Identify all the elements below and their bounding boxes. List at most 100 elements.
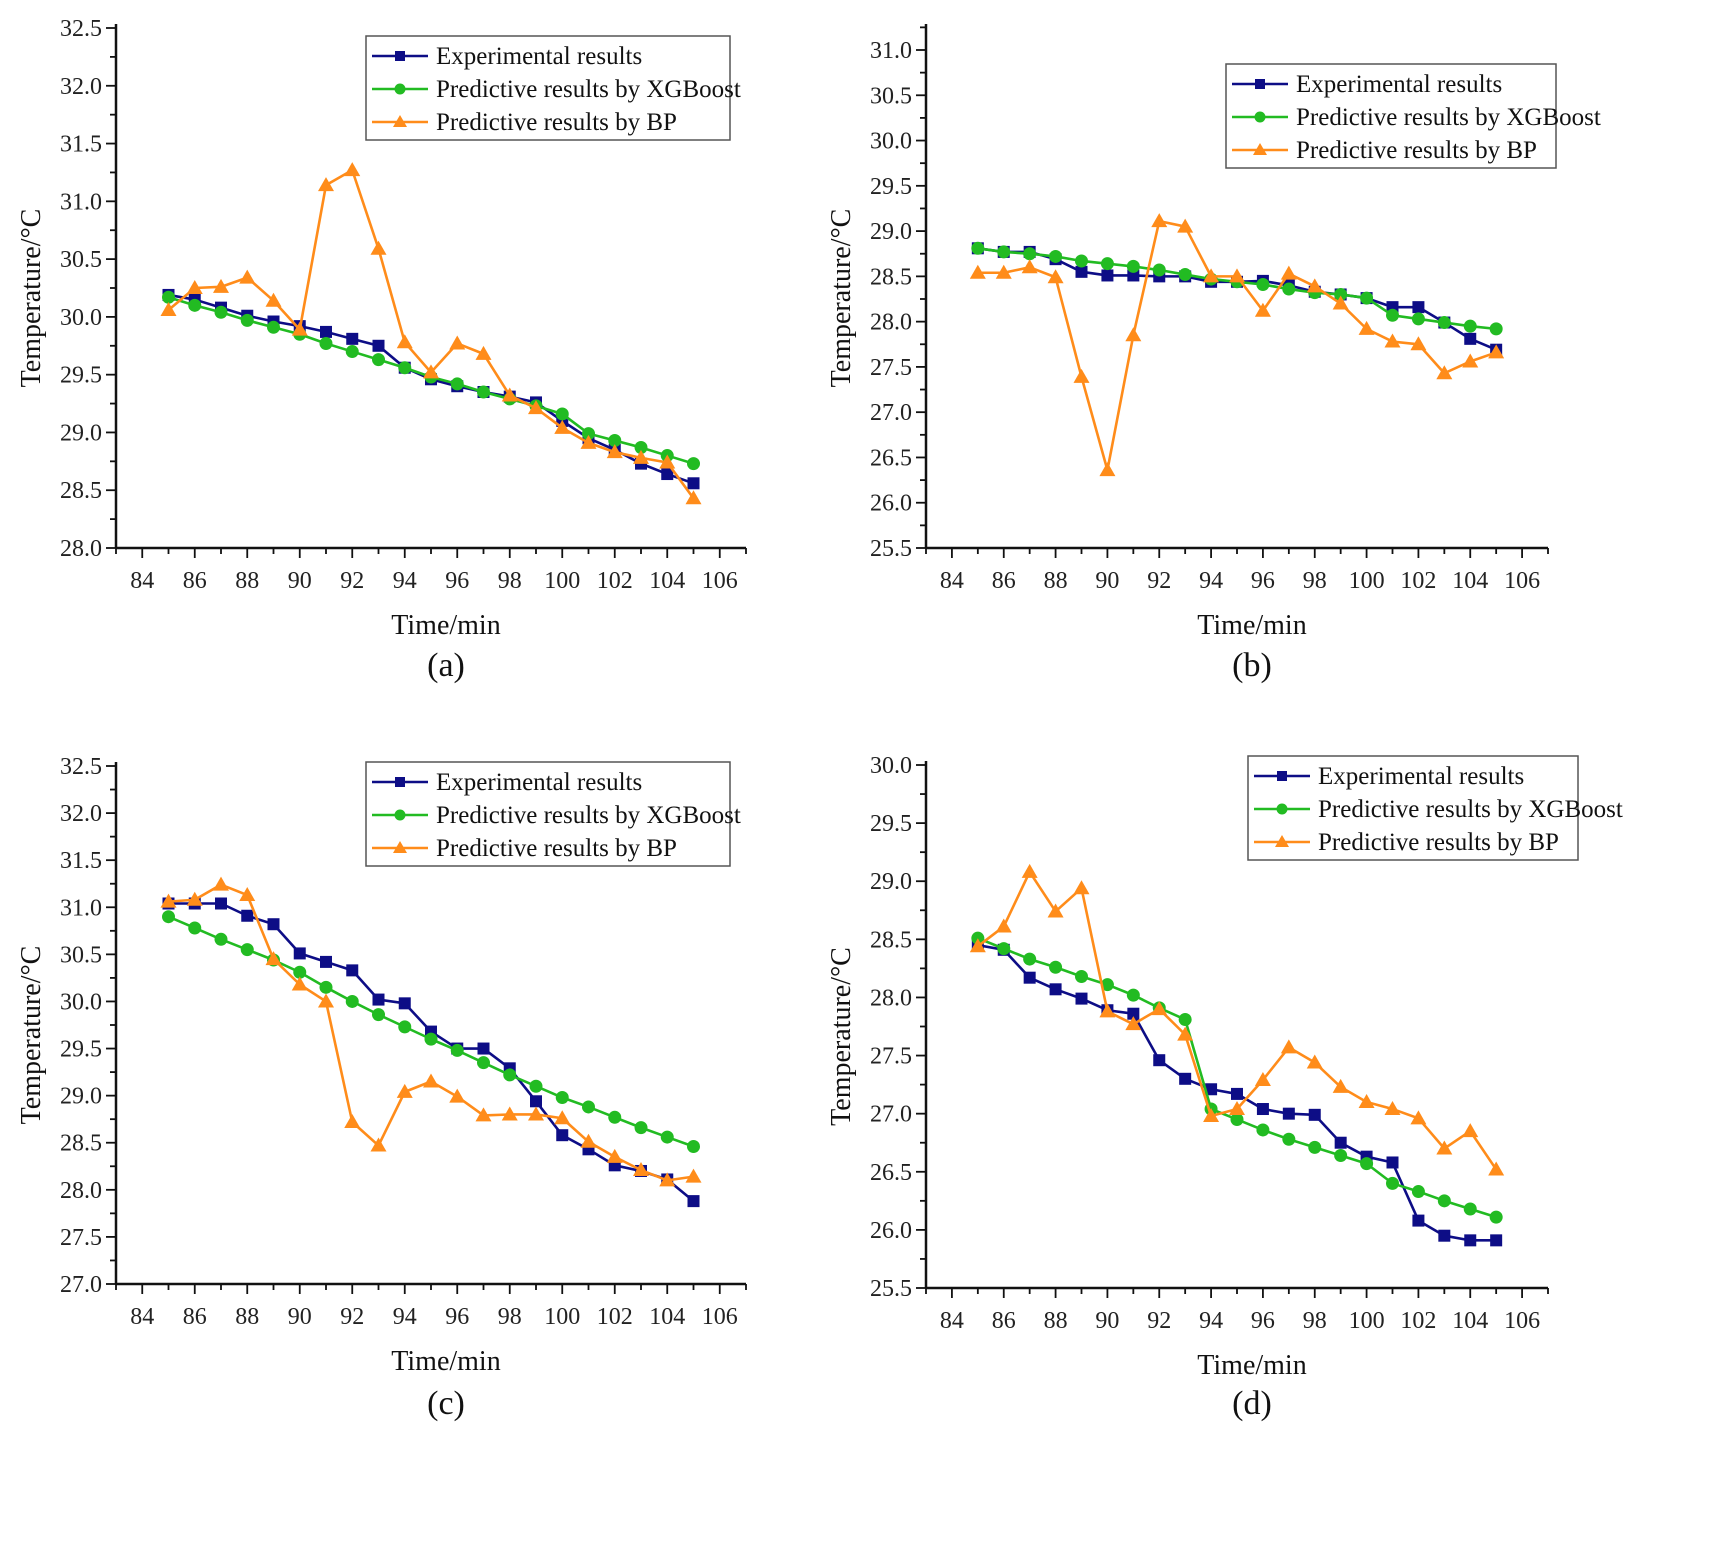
data-point-square — [267, 918, 280, 931]
y-tick-label: 25.5 — [870, 1276, 912, 1302]
data-point-triangle — [475, 345, 492, 360]
data-point-circle — [1230, 1112, 1244, 1126]
data-point-triangle — [606, 1148, 623, 1163]
y-tick-label: 32.0 — [60, 801, 102, 827]
y-tick-label: 30.0 — [60, 305, 102, 331]
y-axis-title: Temperature/°C — [826, 209, 857, 388]
data-point-circle — [608, 1110, 622, 1124]
legend-label: Predictive results by BP — [1318, 829, 1559, 856]
y-tick-label: 29.5 — [60, 1037, 102, 1063]
data-point-triangle — [265, 951, 282, 966]
y-tick-label: 32.5 — [60, 754, 102, 780]
legend-marker-square — [1255, 79, 1265, 89]
legend-label: Predictive results by XGBoost — [436, 802, 741, 829]
x-tick-label: 94 — [393, 568, 417, 594]
y-tick-label: 28.5 — [870, 927, 912, 953]
x-axis-title: Time/min — [1197, 610, 1306, 641]
series-triangle — [160, 162, 702, 505]
data-point-circle — [214, 305, 228, 319]
y-tick-label: 31.0 — [60, 189, 102, 215]
panel-caption: (b) — [1232, 647, 1272, 684]
y-axis-title: Temperature/°C — [16, 946, 47, 1125]
y-tick-label: 28.0 — [870, 985, 912, 1011]
data-point-circle — [1437, 1194, 1451, 1208]
legend-label: Predictive results by BP — [436, 835, 677, 862]
data-point-circle — [634, 1121, 648, 1135]
data-point-triangle — [1358, 1094, 1375, 1109]
data-point-square — [1075, 992, 1088, 1005]
x-tick-label: 88 — [235, 568, 259, 594]
data-point-triangle — [633, 449, 649, 464]
legend-marker-circle — [394, 83, 406, 95]
data-point-circle — [1411, 1185, 1425, 1199]
x-tick-label: 90 — [1095, 568, 1119, 594]
data-point-triangle — [659, 1172, 676, 1187]
y-axis-title: Temperature/°C — [16, 209, 47, 388]
y-tick-label: 29.5 — [870, 174, 912, 200]
data-point-circle — [529, 1079, 543, 1093]
data-point-circle — [503, 1068, 517, 1082]
legend-marker-circle — [394, 809, 406, 821]
series-triangle — [969, 863, 1505, 1176]
y-tick-label: 26.5 — [870, 1160, 912, 1186]
data-point-square — [530, 1095, 542, 1108]
y-tick-label: 28.0 — [60, 1178, 102, 1204]
data-point-circle — [1334, 1149, 1348, 1163]
legend: Experimental results Predictive results b… — [1247, 755, 1623, 861]
data-point-triangle — [1488, 344, 1505, 359]
y-tick-label: 28.5 — [60, 1131, 102, 1157]
data-point-circle — [214, 932, 228, 946]
y-tick-label: 30.0 — [870, 753, 912, 779]
data-point-triangle — [291, 321, 308, 336]
x-tick-label: 106 — [1504, 1308, 1540, 1334]
panel-caption: (d) — [1232, 1385, 1272, 1422]
y-tick-label: 31.5 — [60, 848, 102, 874]
series-circle — [971, 931, 1503, 1224]
data-point-circle — [1126, 988, 1140, 1002]
data-point-triangle — [1229, 1101, 1245, 1116]
data-point-square — [1256, 1103, 1269, 1116]
series-circle — [162, 910, 700, 1153]
x-tick-label: 102 — [1400, 1308, 1436, 1334]
data-point-circle — [1256, 278, 1270, 292]
x-tick-label: 98 — [1303, 1308, 1327, 1334]
data-point-circle — [1075, 970, 1088, 984]
data-point-circle — [1489, 1210, 1503, 1224]
x-tick-label: 94 — [1199, 1308, 1223, 1334]
data-point-triangle — [344, 162, 361, 177]
x-tick-label: 104 — [649, 568, 685, 594]
data-point-triangle — [995, 918, 1012, 933]
data-point-square — [1023, 971, 1036, 984]
x-tick-label: 92 — [1147, 568, 1171, 594]
data-point-square — [320, 325, 332, 338]
data-point-circle — [1023, 952, 1037, 966]
data-point-square — [1386, 1156, 1399, 1169]
data-point-circle — [1489, 322, 1503, 336]
data-point-triangle — [1384, 333, 1401, 348]
chart-panel-a: 84 86 88 90 92 94 96 98 100 102 104 106 28.0 28.5 29.0… — [16, 16, 747, 684]
series-triangle — [969, 213, 1505, 477]
data-point-triangle — [1151, 213, 1168, 228]
y-tick-label: 25.5 — [870, 536, 912, 562]
x-tick-label: 98 — [1303, 568, 1327, 594]
data-point-square — [1282, 1107, 1295, 1120]
data-point-circle — [188, 298, 202, 312]
data-point-square — [1049, 983, 1062, 996]
data-point-square — [1412, 1214, 1425, 1227]
data-point-circle — [450, 377, 464, 391]
data-point-triangle — [449, 1088, 466, 1103]
y-tick-label: 31.5 — [60, 132, 102, 158]
x-tick-label: 84 — [130, 568, 154, 594]
data-point-circle — [1360, 291, 1374, 305]
y-tick-label: 27.0 — [870, 400, 912, 426]
data-point-triangle — [554, 419, 571, 434]
x-tick-label: 100 — [544, 568, 580, 594]
series-square — [971, 939, 1503, 1247]
data-point-square — [1179, 1072, 1192, 1085]
data-point-triangle — [1177, 1026, 1194, 1041]
data-point-circle — [188, 921, 202, 935]
x-tick-label: 86 — [183, 568, 207, 594]
y-tick-label: 26.0 — [870, 1218, 912, 1244]
data-point-square — [346, 332, 359, 345]
series-triangle — [160, 876, 702, 1187]
